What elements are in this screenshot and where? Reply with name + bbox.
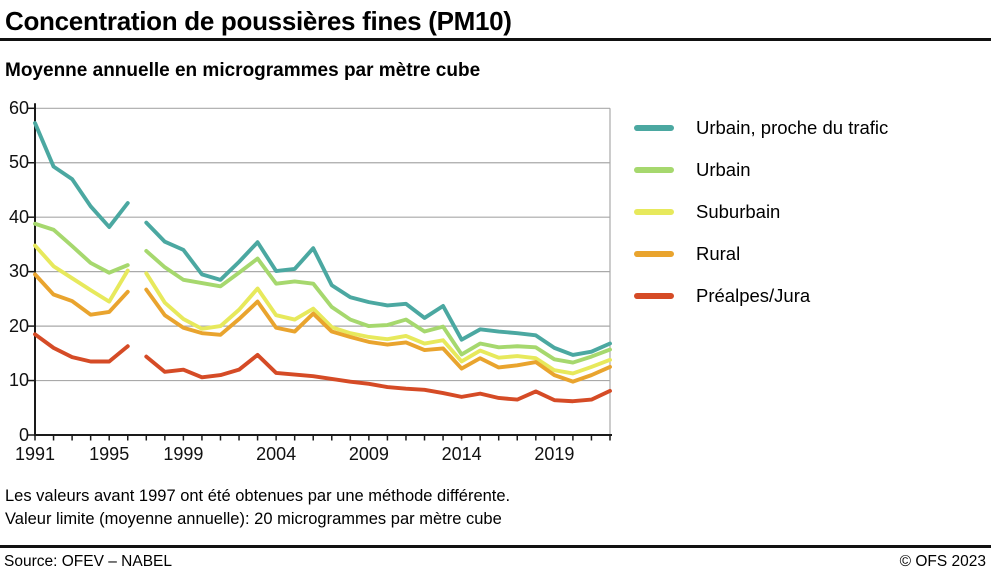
y-axis-label-20: 20 [8, 315, 29, 336]
legend-swatch-icon [634, 293, 674, 299]
legend-label: Urbain [696, 159, 751, 180]
x-axis-label-2009: 2009 [348, 444, 389, 464]
series-line-urbain-proche-du-trafic-before-1997 [33, 121, 130, 229]
legend-item-rural: Rural [634, 233, 984, 275]
y-axis-label-50: 50 [8, 152, 29, 173]
legend-item-suburbain: Suburbain [634, 191, 984, 233]
series-line-urbain-proche-du-trafic-after-1997 [144, 220, 612, 357]
y-axis-label-30: 30 [8, 261, 29, 282]
legend-item-urbain-proche-du-trafic: Urbain, proche du trafic [634, 107, 984, 149]
footnote-limit-value: Valeur limite (moyenne annuelle): 20 mic… [5, 510, 502, 528]
line-chart-plot [28, 103, 612, 441]
footnote-method: Les valeurs avant 1997 ont été obtenues … [5, 487, 511, 505]
x-axis-label-2014: 2014 [441, 444, 482, 464]
x-axis-label-1995: 1995 [89, 444, 130, 464]
legend-label: Suburbain [696, 201, 781, 222]
x-axis-label-2019: 2019 [534, 444, 575, 464]
legend-label: Rural [696, 243, 741, 264]
series-line-urbain-before-1997 [33, 221, 130, 275]
series-line-pr-alpes-jura-after-1997 [144, 353, 612, 404]
x-axis-label-1999: 1999 [163, 444, 204, 464]
y-axis-label-0: 0 [18, 424, 29, 445]
page-title: Concentration de poussières fines (PM10) [5, 6, 512, 36]
legend-label: Préalpes/Jura [696, 285, 811, 306]
series-line-suburbain-after-1997 [144, 271, 612, 376]
series-line-suburbain-before-1997 [33, 243, 130, 304]
legend-swatch-icon [634, 251, 674, 257]
legend-swatch-icon [634, 209, 674, 215]
chart-subtitle: Moyenne annuelle en microgrammes par mèt… [5, 60, 481, 81]
series-line-rural-before-1997 [33, 272, 130, 317]
y-axis-label-60: 60 [8, 97, 29, 118]
legend-swatch-icon [634, 125, 674, 131]
y-axis-label-40: 40 [8, 206, 29, 227]
source-text: Source: OFEV – NABEL [4, 553, 172, 570]
series-line-pr-alpes-jura-before-1997 [33, 332, 130, 364]
x-axis-label-2004: 2004 [256, 444, 297, 464]
x-axis-label-1991: 1991 [14, 444, 56, 464]
legend-swatch-icon [634, 167, 674, 173]
series-line-urbain-after-1997 [144, 249, 612, 365]
series-line-rural-after-1997 [144, 287, 612, 384]
y-axis-label-10: 10 [8, 370, 29, 391]
title-divider [0, 38, 991, 41]
footer-divider [0, 545, 991, 548]
chart-legend: Urbain, proche du trafic Urbain Suburbain R… [634, 107, 984, 317]
copyright-text: © OFS 2023 [899, 553, 986, 570]
legend-label: Urbain, proche du trafic [696, 117, 889, 138]
legend-item-urbain: Urbain [634, 149, 984, 191]
legend-item-pr-alpes-jura: Préalpes/Jura [634, 275, 984, 317]
